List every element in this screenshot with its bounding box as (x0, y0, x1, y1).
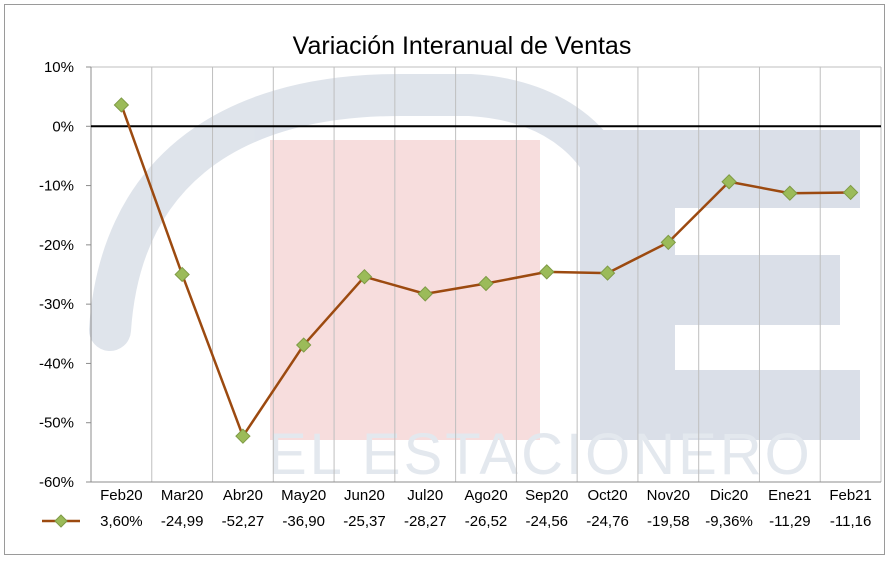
watermark-text: EL ESTACIONERO (268, 422, 813, 487)
data-table-value: -9,36% (705, 513, 753, 530)
watermark-logo: EL ESTACIONERO (89, 74, 860, 487)
legend-key-marker (54, 514, 68, 528)
data-point-marker (295, 337, 312, 353)
x-tick-label: Ene21 (768, 487, 811, 504)
y-axis-tick-labels: 10% 0% -10% -20% -30% -40% -50% -60% (39, 59, 91, 491)
x-tick-label: Jul20 (407, 487, 443, 504)
data-table-value: -11,29 (769, 513, 810, 530)
data-table-value: -11,16 (830, 513, 871, 530)
data-table-value: -24,99 (161, 513, 204, 530)
x-tick-label: Ago20 (464, 487, 507, 504)
data-table-value: -24,56 (525, 513, 568, 530)
y-tick-label: 0% (52, 118, 74, 135)
x-tick-label: Nov20 (647, 487, 690, 504)
y-tick-label: -30% (39, 296, 74, 313)
x-tick-label: Feb20 (100, 487, 143, 504)
x-tick-label: Jun20 (344, 487, 385, 504)
x-tick-label: Dic20 (710, 487, 748, 504)
data-point-marker (599, 265, 616, 281)
data-table-value: -36,90 (282, 513, 325, 530)
data-table-value: -26,52 (465, 513, 508, 530)
data-point-marker (660, 234, 677, 251)
y-tick-label: -60% (39, 474, 74, 491)
x-tick-label: May20 (281, 487, 326, 504)
x-tick-label: Oct20 (588, 487, 628, 504)
data-point-marker (174, 266, 190, 283)
x-axis-tick-labels: Feb20 Mar20 Abr20 May20 Jun20 Jul20 Ago20 Sep20… (100, 487, 872, 504)
data-table-value: -24,76 (586, 513, 629, 530)
x-tick-label: Feb21 (829, 487, 872, 504)
y-tick-label: -10% (39, 178, 74, 195)
data-point-marker (842, 184, 859, 201)
data-table-value: 3,60% (100, 513, 143, 530)
series-markers (113, 97, 859, 444)
chart-title: Variación Interanual de Ventas (293, 32, 632, 60)
x-tick-label: Sep20 (525, 487, 568, 504)
x-tick-label: Mar20 (161, 487, 204, 504)
x-tick-label: Abr20 (223, 487, 263, 504)
data-point-marker (539, 264, 555, 280)
data-point-marker (721, 174, 737, 190)
y-tick-label: -50% (39, 415, 74, 432)
data-point-marker (782, 185, 798, 201)
data-point-marker (417, 286, 433, 302)
data-point-marker (113, 97, 130, 113)
data-table-value: -25,37 (343, 513, 386, 530)
data-table-value: -19,58 (647, 513, 690, 530)
data-point-marker (356, 268, 373, 285)
y-tick-label: -20% (39, 237, 74, 254)
y-tick-label: 10% (44, 59, 74, 76)
data-table-value: -52,27 (222, 513, 265, 530)
data-point-marker (235, 428, 251, 444)
data-table: 3,60% -24,99 -52,27 -36,90 -25,37 -28,27 -26,5… (42, 513, 871, 530)
y-tick-label: -40% (39, 355, 74, 372)
data-table-value: -28,27 (404, 513, 447, 530)
axes (90, 67, 881, 483)
data-point-marker (478, 275, 494, 292)
